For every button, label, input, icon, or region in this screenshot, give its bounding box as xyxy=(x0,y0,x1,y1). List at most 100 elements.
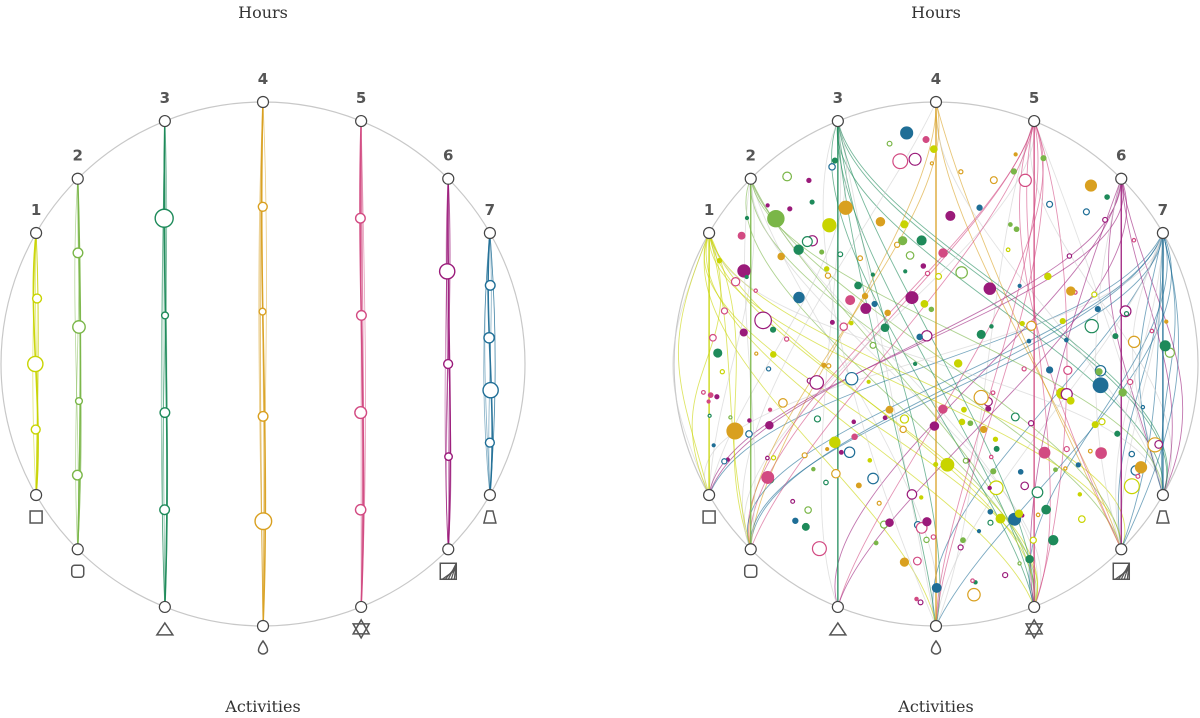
data-point xyxy=(916,333,923,341)
right-diagram: 1 2 3 4 5 6 7 xyxy=(672,70,1199,655)
activity-strand xyxy=(837,121,1164,496)
data-point xyxy=(160,311,170,320)
activity-strand xyxy=(704,232,1164,496)
activity-strand xyxy=(1033,120,1068,608)
activity-strand xyxy=(1095,178,1122,550)
data-point xyxy=(875,217,886,227)
data-point xyxy=(793,291,805,304)
data-point xyxy=(801,522,810,531)
data-point xyxy=(960,537,966,544)
data-point xyxy=(929,161,935,166)
activity-strand xyxy=(708,178,1122,496)
data-point xyxy=(716,257,723,264)
data-point xyxy=(811,466,816,472)
data-point xyxy=(987,508,994,515)
data-point xyxy=(770,455,777,461)
data-point xyxy=(854,281,862,290)
data-point xyxy=(857,255,864,262)
data-point xyxy=(159,504,171,516)
data-point xyxy=(707,392,714,399)
data-point xyxy=(1031,486,1044,499)
data-point xyxy=(829,436,841,449)
data-point xyxy=(793,244,804,255)
data-point xyxy=(940,457,955,472)
data-point xyxy=(921,330,933,342)
hour-node xyxy=(703,226,716,240)
activity-strand xyxy=(745,178,1037,608)
data-point xyxy=(1013,152,1018,157)
activity-node xyxy=(30,488,43,502)
activity-strand xyxy=(77,178,82,550)
activity-strand xyxy=(837,120,1044,608)
activity-strand xyxy=(1120,178,1173,496)
data-point xyxy=(1118,388,1127,397)
data-point xyxy=(851,433,858,441)
data-point xyxy=(787,206,793,212)
data-point xyxy=(1060,388,1073,401)
data-point xyxy=(1021,366,1027,372)
activity-strand xyxy=(750,120,1035,550)
data-point xyxy=(867,458,873,463)
data-point xyxy=(885,405,894,414)
data-point xyxy=(484,437,496,448)
hour-number: 4 xyxy=(258,70,268,88)
data-point xyxy=(1087,448,1093,454)
data-point xyxy=(1010,168,1018,175)
data-point xyxy=(1019,320,1025,327)
data-point xyxy=(1154,439,1164,449)
data-point xyxy=(1164,319,1169,324)
activity-strand xyxy=(935,120,1044,627)
data-point xyxy=(257,410,269,422)
activity-strand xyxy=(750,178,1042,608)
data-point xyxy=(811,541,827,557)
data-point xyxy=(761,470,775,484)
triangle-icon xyxy=(828,621,848,636)
hour-node xyxy=(744,172,757,185)
data-point xyxy=(922,517,932,527)
hour-node xyxy=(442,172,455,185)
data-point xyxy=(958,169,964,175)
activity-node xyxy=(1156,488,1169,502)
data-point xyxy=(1135,473,1141,479)
activity-strand xyxy=(678,232,710,496)
data-point xyxy=(824,272,832,279)
data-point xyxy=(1040,155,1047,162)
data-point xyxy=(983,282,997,295)
data-point xyxy=(866,379,871,384)
activity-node xyxy=(483,488,496,502)
data-point xyxy=(1063,445,1070,453)
data-point xyxy=(806,177,812,184)
data-point xyxy=(1159,340,1171,352)
data-point xyxy=(819,249,825,255)
data-point xyxy=(1084,179,1098,192)
hour-number: 1 xyxy=(31,201,41,219)
activity-strand xyxy=(360,121,366,607)
data-point xyxy=(953,359,963,368)
data-point xyxy=(767,407,773,412)
data-point xyxy=(1029,536,1037,544)
data-point xyxy=(829,319,835,325)
data-point xyxy=(990,390,996,396)
data-point xyxy=(873,540,879,546)
data-point xyxy=(899,557,910,567)
hour-node xyxy=(355,114,368,128)
data-point xyxy=(823,266,830,272)
drop-icon xyxy=(930,639,942,655)
data-point xyxy=(848,320,854,326)
data-point xyxy=(1102,216,1109,223)
data-point xyxy=(916,235,927,246)
data-point xyxy=(1123,311,1130,317)
data-point xyxy=(777,252,785,261)
data-point xyxy=(928,306,935,313)
data-point xyxy=(719,369,725,375)
activity-strand xyxy=(708,232,752,550)
data-point xyxy=(1027,420,1035,427)
data-point xyxy=(257,201,268,212)
data-point xyxy=(1112,333,1119,340)
data-point xyxy=(1114,430,1121,437)
data-point xyxy=(737,264,751,278)
data-point xyxy=(258,307,267,316)
activity-strand xyxy=(837,121,937,627)
data-point xyxy=(987,485,992,491)
